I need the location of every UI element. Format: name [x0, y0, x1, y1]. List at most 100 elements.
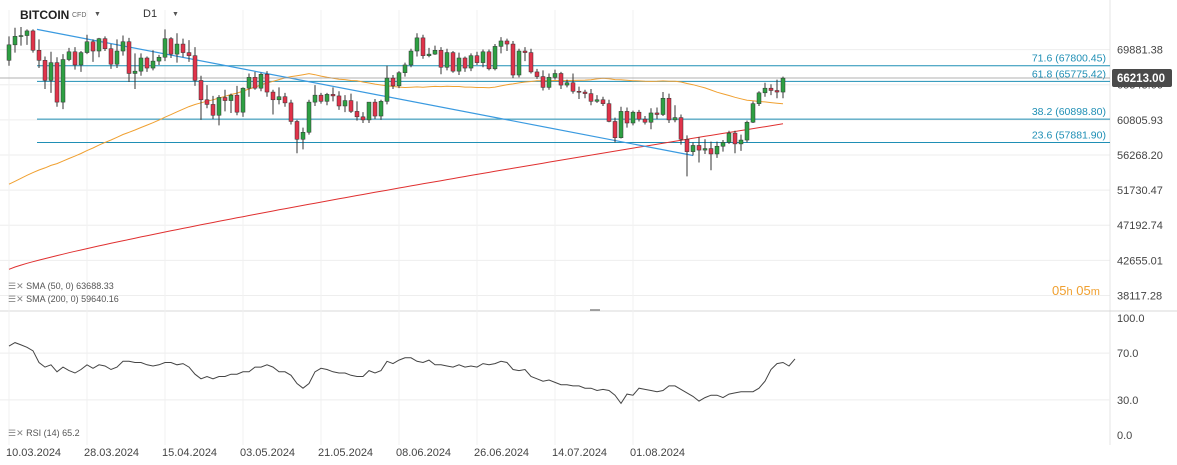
symbol-chevron-down-icon[interactable]: ▼ [94, 11, 101, 18]
candle-body [342, 100, 348, 107]
candle-body [54, 62, 60, 103]
time-tick-label: 28.03.2024 [84, 447, 139, 459]
candle-body [534, 71, 540, 77]
candle-body [348, 100, 354, 112]
candle-body [450, 52, 456, 72]
candle-body [132, 70, 138, 74]
candle-body [498, 40, 504, 47]
settings-lines-icon[interactable]: ☰✕ [8, 294, 24, 304]
fib-label: 38.2 (60898.80) [1032, 106, 1106, 118]
candle-body [180, 43, 186, 53]
candle-body [162, 38, 168, 58]
candle-body [270, 91, 276, 101]
candle-body [504, 40, 510, 45]
time-tick-label: 08.06.2024 [396, 447, 451, 459]
rsi-value: 65.2 [62, 428, 80, 438]
time-tick-label: 03.05.2024 [240, 447, 295, 459]
candle-body [642, 118, 648, 123]
candle-body [702, 148, 708, 151]
candle-body [120, 41, 126, 52]
rsi-label-row[interactable]: ☰✕ RSI (14) 65.2 [8, 428, 80, 439]
candle-body [684, 139, 690, 152]
candle-body [438, 49, 444, 68]
candle-body [654, 112, 660, 115]
candle-body [384, 77, 390, 102]
rsi-tick-label: 100.0 [1117, 313, 1145, 325]
candle-body [630, 111, 636, 124]
settings-lines-icon[interactable]: ☰✕ [8, 428, 24, 438]
trendline [36, 28, 694, 157]
candle-body [678, 117, 684, 140]
sma50-label: SMA (50, 0) [26, 281, 74, 291]
candle-body [528, 52, 534, 73]
candle-body [96, 38, 102, 52]
candle-body [624, 111, 630, 124]
candle-body [108, 48, 114, 65]
candle-body [588, 93, 594, 102]
candle-body [246, 77, 252, 89]
sma200-value: 59640.16 [81, 294, 119, 304]
timeframe-select[interactable]: D1 [143, 8, 158, 20]
candle-body [576, 91, 582, 93]
candle-body [102, 38, 108, 49]
candle-body [636, 111, 642, 120]
candle-body [714, 145, 720, 155]
candle-body [360, 116, 366, 121]
candle-body [312, 94, 318, 103]
candle-body [648, 112, 654, 123]
candle-body [150, 60, 156, 69]
last-price-badge [1112, 69, 1172, 88]
rsi-line [8, 342, 796, 405]
candle-body [402, 64, 408, 73]
candle-body [78, 52, 84, 66]
candle-body [36, 49, 42, 61]
settings-lines-icon[interactable]: ☰✕ [8, 281, 24, 291]
candle-body [72, 51, 78, 66]
candle-body [462, 57, 468, 69]
candle-body [552, 73, 558, 78]
candle-body [558, 73, 564, 86]
candle-body [228, 94, 234, 101]
candle-body [546, 77, 552, 88]
candle-body [288, 102, 294, 122]
candle-body [774, 90, 780, 93]
candle-body [126, 41, 132, 74]
candle-body [768, 87, 774, 91]
fib-label: 61.8 (65775.42) [1032, 68, 1106, 80]
candle-body [192, 55, 198, 81]
candle-body [18, 35, 24, 37]
candle-body [336, 95, 342, 107]
candle-body [564, 82, 570, 86]
candle-body [486, 51, 492, 70]
sma200-label-row[interactable]: ☰✕ SMA (200, 0) 59640.16 [8, 294, 119, 305]
candle-body [390, 77, 396, 87]
candle-body [378, 101, 384, 117]
price-tick-label: 69881.38 [1117, 45, 1163, 57]
sma50-label-row[interactable]: ☰✕ SMA (50, 0) 63688.33 [8, 281, 114, 292]
candle-body [396, 72, 402, 87]
candle-body [732, 132, 738, 145]
sma200-label: SMA (200, 0) [26, 294, 79, 304]
time-tick-label: 26.06.2024 [474, 447, 529, 459]
candle-body [306, 101, 312, 133]
candle-body [726, 132, 732, 143]
candle-body [750, 103, 756, 123]
candle-body [12, 36, 18, 46]
candle-body [456, 57, 462, 72]
candle-body [144, 57, 150, 69]
candle-body [618, 111, 624, 138]
candle-body [414, 37, 420, 52]
timeframe-chevron-down-icon[interactable]: ▼ [172, 11, 179, 18]
symbol-name[interactable]: BITCOIN [20, 8, 70, 22]
candle-body [324, 94, 330, 102]
last-price-label: 66213.00 [1117, 73, 1165, 85]
rsi-panel: 0.0 30.0 70.0 100.0 [0, 313, 1145, 442]
price-tick-label: 51730.47 [1117, 185, 1163, 197]
candle-body [240, 87, 246, 113]
candle-body [48, 62, 54, 81]
candle-body [216, 97, 222, 116]
timer-hours-unit: h [1066, 286, 1073, 298]
sma200-line [8, 123, 784, 270]
candle-body [186, 52, 192, 56]
candle-body [708, 148, 714, 155]
